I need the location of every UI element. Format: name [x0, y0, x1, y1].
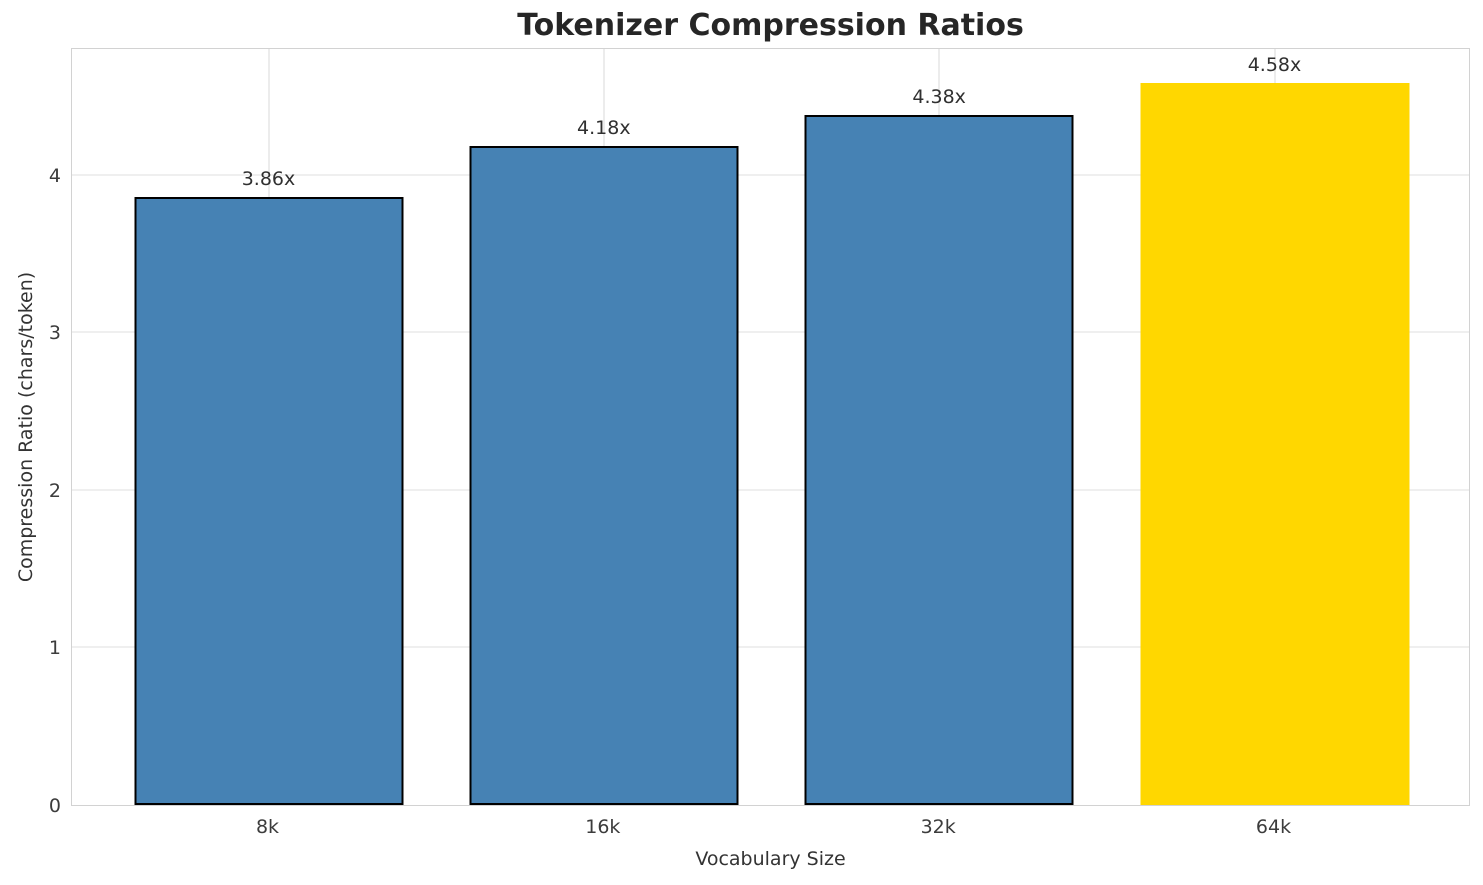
gridline-horizontal: [72, 331, 1469, 334]
gridline-horizontal: [72, 646, 1469, 649]
x-tick-label-64k: 64k: [1255, 816, 1292, 838]
bar-8k: [134, 196, 403, 805]
bar-value-label: 3.86x: [241, 167, 296, 190]
x-tick-label-16k: 16k: [585, 816, 621, 838]
x-tick-label-32k: 32k: [920, 816, 956, 838]
y-tick-label: 4: [48, 164, 61, 187]
y-tick-label: 0: [48, 795, 61, 817]
bar-64k-highlighted: [1140, 83, 1409, 805]
bar-value-label: 4.58x: [1247, 54, 1302, 77]
bar-value-label: 4.38x: [912, 85, 966, 108]
x-axis-label: Vocabulary Size: [695, 848, 846, 870]
gridline-horizontal: [72, 488, 1469, 491]
gridline-horizontal: [72, 173, 1469, 176]
plot-area: 3.86x 4.18x 4.38x 4.58x: [71, 48, 1470, 806]
y-axis-label: Compression Ratio (chars/token): [15, 271, 37, 583]
y-tick-label: 3: [48, 322, 61, 345]
bar-32k: [804, 114, 1074, 805]
chart-title: Tokenizer Compression Ratios: [517, 8, 1024, 43]
bar-16k: [469, 146, 739, 805]
y-tick-label: 2: [48, 479, 61, 502]
y-tick-label: 1: [48, 637, 61, 660]
bar-value-label: 4.18x: [577, 117, 631, 140]
x-tick-label-8k: 8k: [255, 816, 280, 838]
